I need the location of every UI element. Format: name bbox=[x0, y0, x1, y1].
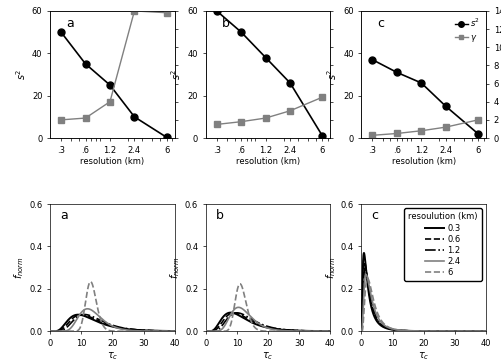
Text: b: b bbox=[216, 209, 223, 222]
Y-axis label: $s^2$: $s^2$ bbox=[169, 69, 183, 80]
Legend: $s^2$, $\gamma$: $s^2$, $\gamma$ bbox=[453, 15, 482, 46]
X-axis label: $\tau_c$: $\tau_c$ bbox=[263, 351, 274, 363]
Y-axis label: $s^2$: $s^2$ bbox=[325, 69, 339, 80]
Text: a: a bbox=[66, 17, 74, 31]
X-axis label: $\tau_c$: $\tau_c$ bbox=[107, 351, 118, 363]
Legend: 0.3, 0.6, 1.2, 2.4, 6: 0.3, 0.6, 1.2, 2.4, 6 bbox=[404, 208, 482, 281]
Text: a: a bbox=[60, 209, 68, 222]
X-axis label: resolution (km): resolution (km) bbox=[236, 158, 300, 166]
Y-axis label: $f_{norm}$: $f_{norm}$ bbox=[168, 256, 182, 279]
Text: b: b bbox=[222, 17, 230, 31]
Text: c: c bbox=[378, 17, 385, 31]
Text: c: c bbox=[371, 209, 378, 222]
Y-axis label: $f_{norm}$: $f_{norm}$ bbox=[324, 256, 338, 279]
X-axis label: resolution (km): resolution (km) bbox=[80, 158, 144, 166]
Y-axis label: $s^2$: $s^2$ bbox=[14, 69, 28, 80]
X-axis label: $\tau_c$: $\tau_c$ bbox=[418, 351, 429, 363]
Y-axis label: $f_{norm}$: $f_{norm}$ bbox=[13, 256, 27, 279]
X-axis label: resolution (km): resolution (km) bbox=[392, 158, 456, 166]
